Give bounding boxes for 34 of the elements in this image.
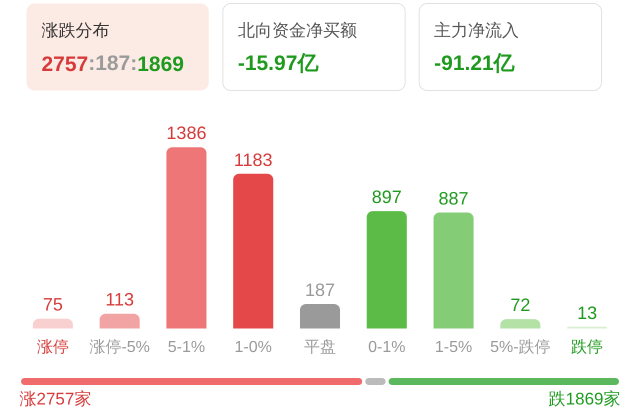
data-label: 897 [372,187,402,208]
bar [500,319,540,328]
x-tick-label: 平盘 [304,339,336,356]
text: -91.21亿 [434,52,516,75]
bar [300,304,340,328]
data-label: 887 [438,188,469,208]
x-tick-label: 0-1% [368,339,406,356]
x-tick-label: 跌停 [571,339,604,356]
data-label: 72 [510,295,530,316]
text: -15.97亿 [238,52,320,75]
text: 2757:187:1869 [42,52,184,76]
data-label: 涨2757家 [20,390,92,408]
x-tick-label: 涨停 [36,338,69,356]
bar [366,211,407,328]
data-label: 113 [105,290,134,310]
data-label: 1183 [234,150,273,170]
bar [166,147,206,328]
x-tick-label: 5-1% [168,339,206,356]
x-tick-label: 1-5% [434,339,472,356]
data-label: 13 [577,302,598,323]
data-label: 75 [42,294,63,315]
bar [233,174,274,328]
x-tick-label: 5%-跌停 [490,339,551,356]
data-label: 1386 [166,123,206,144]
bar [434,212,474,328]
bar [32,318,73,328]
data-label: 跌1869家 [548,390,621,408]
text: 涨跌分布 [42,21,110,40]
x-tick-label: 1-0% [234,339,272,356]
x-tick-label: 涨停-5% [89,338,150,356]
bar [100,314,140,328]
data-label: 187 [304,280,336,300]
text: 北向资金净买额 [238,21,357,40]
text: 主力净流入 [434,21,520,40]
